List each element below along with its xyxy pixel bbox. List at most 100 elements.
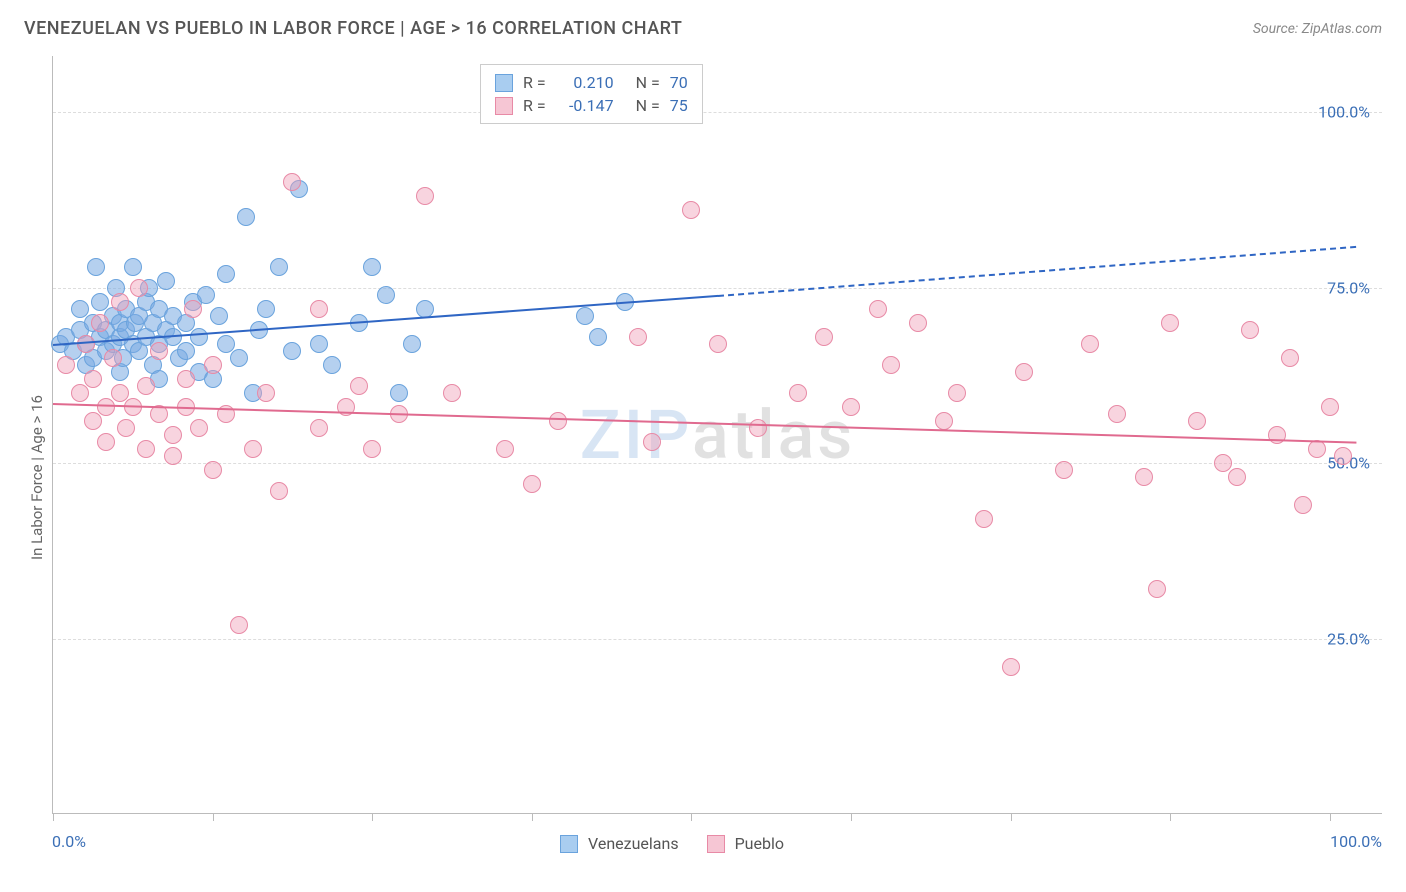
- data-point: [130, 279, 148, 297]
- x-tick: [53, 813, 54, 821]
- y-tick-label: 25.0%: [1327, 629, 1370, 648]
- data-point: [1214, 454, 1232, 472]
- data-point: [377, 286, 395, 304]
- data-point: [1334, 447, 1352, 465]
- n-label: N =: [636, 96, 660, 115]
- data-point: [1148, 580, 1166, 598]
- data-point: [390, 384, 408, 402]
- data-point: [523, 475, 541, 493]
- y-tick-label: 100.0%: [1318, 103, 1370, 122]
- data-point: [869, 300, 887, 318]
- data-point: [204, 356, 222, 374]
- data-point: [87, 258, 105, 276]
- data-point: [1281, 349, 1299, 367]
- data-point: [230, 616, 248, 634]
- data-point: [323, 356, 341, 374]
- data-point: [164, 426, 182, 444]
- data-point: [164, 447, 182, 465]
- data-point: [190, 328, 208, 346]
- data-point: [137, 440, 155, 458]
- series-legend: Venezuelans Pueblo: [560, 832, 784, 855]
- data-point: [629, 328, 647, 346]
- data-point: [210, 307, 228, 325]
- data-point: [749, 419, 767, 437]
- data-point: [443, 384, 461, 402]
- data-point: [137, 377, 155, 395]
- data-point: [190, 419, 208, 437]
- gridline: [53, 463, 1382, 464]
- data-point: [184, 300, 202, 318]
- data-point: [111, 384, 129, 402]
- data-point: [57, 356, 75, 374]
- y-axis-label: In Labor Force | Age > 16: [28, 395, 46, 560]
- data-point: [589, 328, 607, 346]
- data-point: [237, 208, 255, 226]
- data-point: [117, 419, 135, 437]
- legend-swatch: [495, 74, 513, 92]
- data-point: [217, 335, 235, 353]
- data-point: [1294, 496, 1312, 514]
- data-point: [1188, 412, 1206, 430]
- x-tick: [691, 813, 692, 821]
- gridline: [53, 112, 1382, 113]
- data-point: [150, 342, 168, 360]
- data-point: [1135, 468, 1153, 486]
- data-point: [104, 349, 122, 367]
- data-point: [815, 328, 833, 346]
- data-point: [197, 286, 215, 304]
- data-point: [97, 398, 115, 416]
- r-label: R =: [523, 73, 546, 92]
- data-point: [84, 412, 102, 430]
- legend-item: Venezuelans: [560, 832, 679, 855]
- legend-item: Pueblo: [707, 832, 784, 855]
- data-point: [91, 314, 109, 332]
- data-point: [310, 419, 328, 437]
- data-point: [1108, 405, 1126, 423]
- data-point: [111, 293, 129, 311]
- data-point: [576, 307, 594, 325]
- data-point: [1002, 658, 1020, 676]
- data-point: [1015, 363, 1033, 381]
- data-point: [71, 300, 89, 318]
- legend-swatch: [495, 97, 513, 115]
- legend-label: Pueblo: [735, 834, 784, 853]
- data-point: [789, 384, 807, 402]
- data-point: [403, 335, 421, 353]
- data-point: [230, 349, 248, 367]
- plot-area: ZIPatlas 25.0%50.0%75.0%100.0%: [52, 56, 1382, 814]
- legend-label: Venezuelans: [588, 834, 679, 853]
- data-point: [204, 461, 222, 479]
- data-point: [257, 384, 275, 402]
- data-point: [91, 293, 109, 311]
- data-point: [682, 201, 700, 219]
- data-point: [935, 412, 953, 430]
- data-point: [842, 398, 860, 416]
- data-point: [1241, 321, 1259, 339]
- n-value: 70: [670, 73, 688, 92]
- chart-title: VENEZUELAN VS PUEBLO IN LABOR FORCE | AG…: [24, 18, 682, 39]
- data-point: [975, 510, 993, 528]
- data-point: [643, 433, 661, 451]
- data-point: [124, 258, 142, 276]
- data-point: [157, 272, 175, 290]
- data-point: [496, 440, 514, 458]
- x-tick: [851, 813, 852, 821]
- stats-legend: R =0.210N =70R =-0.147N =75: [480, 64, 703, 124]
- x-tick: [372, 813, 373, 821]
- data-point: [363, 258, 381, 276]
- data-point: [1228, 468, 1246, 486]
- data-point: [882, 356, 900, 374]
- trend-line-extrapolated: [718, 245, 1357, 296]
- legend-swatch: [560, 835, 578, 853]
- y-tick-label: 75.0%: [1327, 278, 1370, 297]
- title-bar: VENEZUELAN VS PUEBLO IN LABOR FORCE | AG…: [24, 18, 1382, 39]
- x-tick: [1011, 813, 1012, 821]
- x-tick: [532, 813, 533, 821]
- x-tick: [213, 813, 214, 821]
- gridline: [53, 639, 1382, 640]
- r-value: -0.147: [556, 96, 614, 115]
- data-point: [909, 314, 927, 332]
- data-point: [709, 335, 727, 353]
- data-point: [97, 433, 115, 451]
- legend-row: R =-0.147N =75: [495, 94, 688, 117]
